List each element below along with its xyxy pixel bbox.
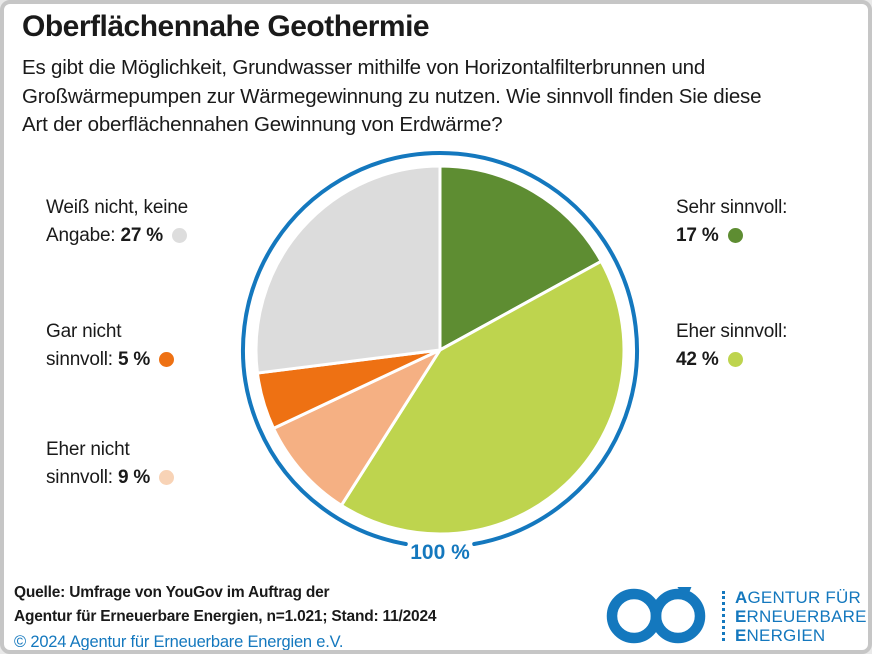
legend-label: Weiß nicht, keine [46,197,188,218]
infinity-arrow-icon [606,587,706,644]
legend-label: Sehr sinnvoll: [676,197,788,218]
legend-value: 17 % [676,225,719,246]
subtitle: Es gibt die Möglichkeit, Grundwasser mit… [22,54,762,140]
legend-label: Eher sinnvoll: [676,321,788,342]
source-note: Quelle: Umfrage von YouGov im Auftrag de… [14,581,437,651]
pie-slice-sehr-sinnvoll [438,164,603,352]
source-line-2: Agentur für Erneuerbare Energien, n=1.02… [14,608,437,625]
legend-value: 27 % [120,225,163,246]
legend-label: Gar nicht [46,321,122,342]
subtitle-line-3: Art der oberflächennahen Gewinnung von E… [22,113,503,136]
legend-dot-eher-sinnvoll [727,352,743,367]
logo-divider [722,591,725,641]
pie-outer-ring [241,151,639,547]
legend-value: 42 % [676,349,719,370]
pie-slice-eher-sinnvoll [339,259,626,536]
legend-item-gar-nicht: Gar nicht sinnvoll: 5 % [46,318,175,374]
logo-line-2: ERNEUERBARE [735,606,867,626]
subtitle-line-1: Es gibt die Möglichkeit, Grundwasser mit… [22,56,706,79]
pie-chart-svg: 100 % [241,151,639,564]
legend-dot-sehr-sinnvoll [727,228,743,243]
legend-dot-weiss-nicht [171,228,187,243]
legend-dot-gar-nicht [159,352,175,367]
aee-logo: AGENTUR FÜR ERNEUERBARE ENERGIEN [600,587,867,645]
legend-item-weiss-nicht: Weiß nicht, keine Angabe: 27 % [46,194,188,250]
subtitle-line-2: Großwärmepumpen zur Wärmegewinnung zu nu… [22,84,762,108]
source-line-1: Quelle: Umfrage von YouGov im Auftrag de… [14,584,330,601]
logo-wordmark: AGENTUR FÜR ERNEUERBARE ENERGIEN [735,588,867,645]
logo-line-3: ENERGIEN [735,625,826,645]
total-label: 100 % [410,541,470,564]
pie-chart: 100 % [230,138,650,572]
legend-value: 5 % [117,349,151,370]
copyright: © 2024 Agentur für Erneuerbare Energien … [14,633,344,651]
logo-line-1: AGENTUR FÜR [735,587,861,607]
page-title: Oberflächennahe Geothermie [22,10,430,43]
pie-slice-eher-nicht-sinnvoll [272,348,442,507]
legend-value: 9 % [117,467,151,488]
legend-item-eher-sinnvoll: Eher sinnvoll: 42 % [676,318,787,374]
legend-label: Eher nicht [46,439,130,460]
legend-item-sehr-sinnvoll: Sehr sinnvoll: 17 % [676,194,787,250]
legend-item-eher-nicht: Eher nicht sinnvoll: 9 % [46,436,175,492]
legend-dot-eher-nicht [159,470,175,485]
pie-slice-wei-nicht-keine-angabe [254,164,442,375]
